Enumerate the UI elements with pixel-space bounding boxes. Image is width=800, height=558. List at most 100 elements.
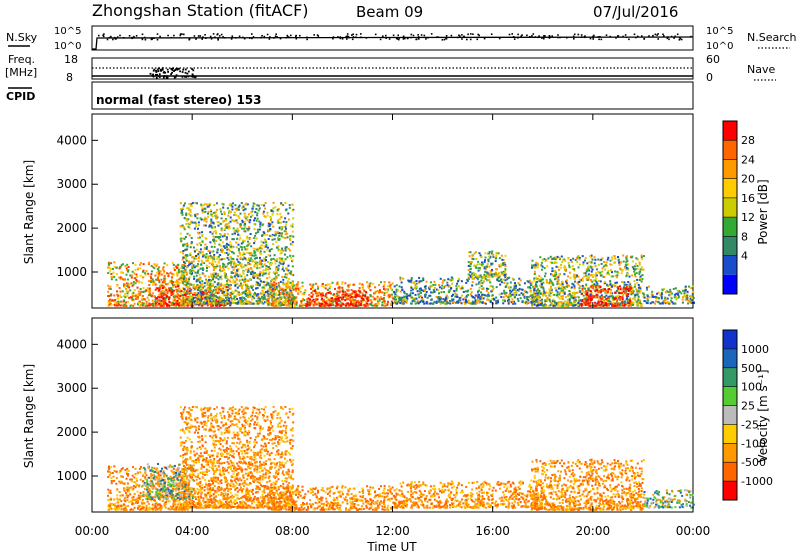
date-label: 07/Jul/2016 bbox=[593, 3, 678, 21]
data-cell bbox=[611, 258, 613, 260]
data-cell bbox=[189, 290, 191, 292]
data-cell bbox=[166, 296, 168, 298]
data-cell bbox=[241, 263, 243, 265]
data-cell bbox=[241, 303, 243, 305]
data-cell bbox=[288, 302, 290, 304]
data-cell bbox=[484, 271, 486, 273]
data-cell bbox=[161, 294, 163, 296]
data-cell bbox=[370, 289, 372, 291]
data-cell bbox=[155, 284, 157, 286]
data-cell bbox=[213, 236, 215, 238]
data-cell bbox=[201, 231, 203, 233]
data-cell bbox=[289, 287, 291, 289]
data-cell bbox=[280, 305, 282, 307]
data-cell bbox=[241, 243, 243, 245]
data-cell bbox=[318, 292, 320, 294]
data-cell bbox=[302, 282, 304, 284]
data-cell bbox=[143, 291, 145, 293]
data-cell bbox=[238, 239, 240, 241]
data-cell bbox=[486, 266, 488, 268]
data-cell bbox=[383, 294, 385, 296]
data-cell bbox=[596, 268, 598, 270]
data-cell bbox=[370, 295, 372, 297]
data-cell bbox=[608, 270, 610, 272]
data-cell bbox=[364, 295, 366, 297]
data-cell bbox=[535, 290, 537, 292]
data-cell bbox=[137, 298, 139, 300]
data-cell bbox=[227, 215, 229, 217]
data-cell bbox=[176, 291, 178, 293]
data-cell bbox=[464, 297, 466, 299]
data-cell bbox=[452, 294, 454, 296]
data-cell bbox=[153, 295, 155, 297]
data-cell bbox=[263, 284, 265, 286]
data-cell bbox=[244, 224, 246, 226]
data-cell bbox=[263, 242, 265, 244]
data-cell bbox=[279, 238, 281, 240]
noise-dot bbox=[427, 37, 429, 39]
data-cell bbox=[419, 301, 421, 303]
data-cell bbox=[204, 285, 206, 287]
data-cell bbox=[286, 256, 288, 258]
data-cell bbox=[248, 229, 250, 231]
noise-dot bbox=[491, 33, 493, 35]
data-cell bbox=[311, 296, 313, 298]
data-cell bbox=[237, 293, 239, 295]
data-cell bbox=[228, 284, 230, 286]
data-cell bbox=[274, 263, 276, 265]
data-cell bbox=[412, 292, 414, 294]
noise-dot bbox=[253, 36, 255, 38]
data-cell bbox=[180, 302, 182, 304]
data-cell bbox=[488, 279, 490, 281]
data-cell bbox=[206, 221, 208, 223]
noise-dot bbox=[606, 34, 608, 36]
noise-dot bbox=[115, 38, 117, 40]
data-cell bbox=[369, 285, 371, 287]
data-cell bbox=[111, 304, 113, 306]
noise-dot bbox=[656, 34, 658, 36]
noise-dot bbox=[109, 37, 111, 39]
data-cell bbox=[257, 229, 259, 231]
data-cell bbox=[143, 303, 145, 305]
data-cell bbox=[332, 282, 334, 284]
data-cell bbox=[163, 272, 165, 274]
data-cell bbox=[254, 240, 256, 242]
data-cell bbox=[414, 281, 416, 283]
data-cell bbox=[272, 214, 274, 216]
data-cell bbox=[183, 291, 185, 293]
data-cell bbox=[171, 304, 173, 306]
data-cell bbox=[212, 222, 214, 224]
data-cell bbox=[583, 276, 585, 278]
data-cell bbox=[231, 272, 233, 274]
data-cell bbox=[254, 211, 256, 213]
data-cell bbox=[389, 287, 391, 289]
data-cell bbox=[430, 302, 432, 304]
data-cell bbox=[186, 246, 188, 248]
data-cell bbox=[241, 220, 243, 222]
noise-dot bbox=[520, 35, 522, 37]
data-cell bbox=[126, 274, 128, 276]
noise-dot bbox=[437, 36, 439, 38]
data-cell bbox=[196, 279, 198, 281]
data-cell bbox=[377, 296, 379, 298]
noise-dot bbox=[366, 37, 368, 39]
data-cell bbox=[591, 271, 593, 273]
data-cell bbox=[132, 305, 134, 307]
noise-dot bbox=[541, 37, 543, 39]
data-cell bbox=[139, 267, 141, 269]
noise-dot bbox=[332, 38, 334, 40]
data-cell bbox=[203, 224, 205, 226]
data-cell bbox=[455, 294, 457, 296]
data-cell bbox=[168, 297, 170, 299]
data-cell bbox=[290, 299, 292, 301]
data-cell bbox=[180, 240, 182, 242]
data-cell bbox=[157, 299, 159, 301]
data-cell bbox=[275, 234, 277, 236]
data-cell bbox=[119, 287, 121, 289]
data-cell bbox=[222, 284, 224, 286]
data-cell bbox=[230, 261, 232, 263]
data-cell bbox=[284, 297, 286, 299]
data-cell bbox=[276, 258, 278, 260]
noise-dot bbox=[204, 34, 206, 36]
data-cell bbox=[390, 284, 392, 286]
